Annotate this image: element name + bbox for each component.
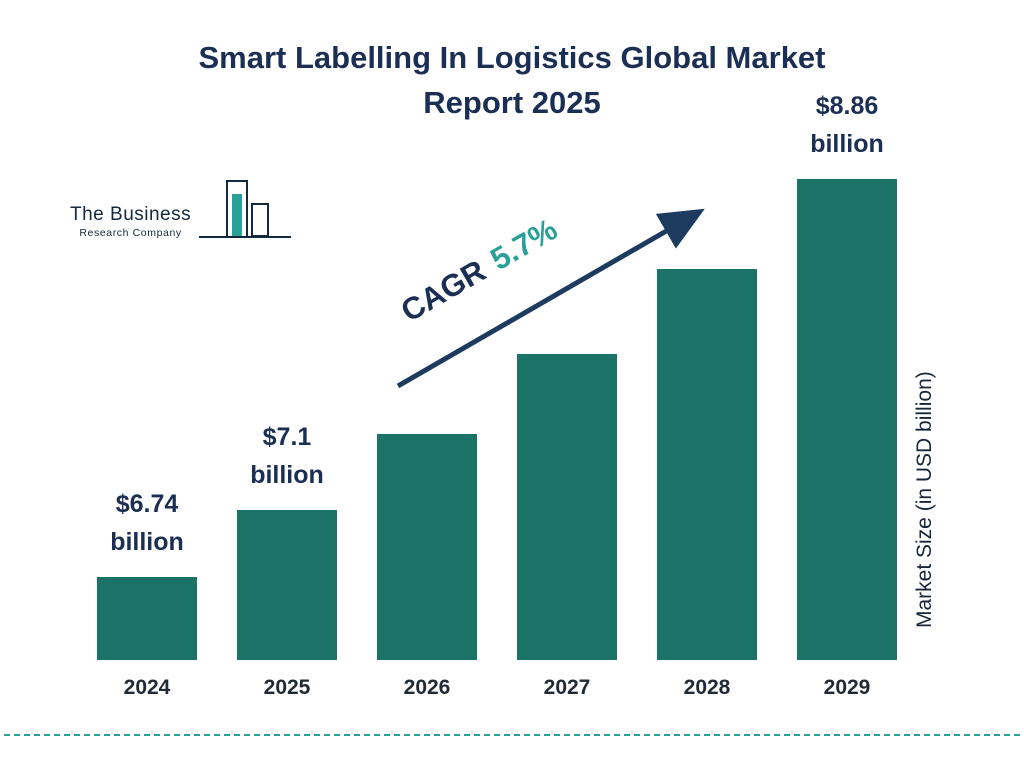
company-logo-text: The Business Research Company bbox=[70, 204, 191, 239]
bar-2024 bbox=[97, 577, 197, 660]
y-axis-label: Market Size (in USD billion) bbox=[913, 371, 936, 629]
page-title-line2: Report 2025 bbox=[423, 84, 601, 120]
page-title: Smart Labelling In Logistics Global Mark… bbox=[0, 36, 1024, 126]
bar-column-2025: $7.1 billion 2025 bbox=[237, 160, 337, 699]
bottom-dashed-divider bbox=[4, 734, 1020, 736]
x-tick-2025: 2025 bbox=[263, 676, 311, 699]
bar-column-2028: 2028 bbox=[657, 160, 757, 699]
x-tick-2029: 2029 bbox=[823, 676, 871, 699]
value-label-2029: $8.86 billion bbox=[810, 92, 884, 158]
value-label-2025: $7.1 billion bbox=[250, 423, 324, 489]
bar-column-2027: 2027 bbox=[517, 160, 617, 699]
company-logo: The Business Research Company bbox=[70, 178, 293, 253]
bar-2026 bbox=[377, 434, 477, 660]
bar-column-2029: $8.86 billion 2029 bbox=[797, 92, 897, 699]
value-label-2024: $6.74 billion bbox=[110, 490, 184, 556]
x-tick-2024: 2024 bbox=[123, 676, 171, 699]
bar-chart-logo-icon bbox=[197, 178, 293, 253]
company-subtitle: Research Company bbox=[79, 227, 182, 239]
chart-bars: $6.74 billion 2024 $7.1 billion 2025 2026 2027 2… bbox=[97, 92, 897, 699]
bar-2028 bbox=[657, 269, 757, 660]
bar-column-2026: 2026 bbox=[377, 160, 477, 699]
bar-2029 bbox=[797, 179, 897, 660]
bar-2025 bbox=[237, 510, 337, 660]
x-tick-2027: 2027 bbox=[543, 676, 591, 699]
bar-column-2024: $6.74 billion 2024 bbox=[97, 160, 197, 699]
x-tick-2028: 2028 bbox=[683, 676, 731, 699]
bar-2027 bbox=[517, 354, 617, 660]
page-title-line1: Smart Labelling In Logistics Global Mark… bbox=[198, 40, 826, 75]
company-name: The Business bbox=[70, 204, 192, 225]
x-tick-2026: 2026 bbox=[403, 676, 451, 699]
